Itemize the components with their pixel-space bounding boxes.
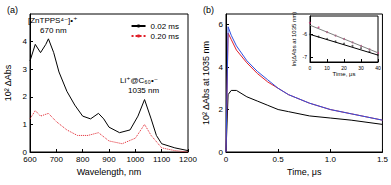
svg-text:-6: -6 xyxy=(303,31,308,37)
svg-text:1200: 1200 xyxy=(179,155,197,164)
svg-text:0: 0 xyxy=(22,147,27,157)
svg-text:0: 0 xyxy=(309,65,312,71)
svg-text:0.20 ms: 0.20 ms xyxy=(151,32,179,41)
svg-text:6: 6 xyxy=(219,20,224,29)
svg-text:20: 20 xyxy=(341,65,347,71)
svg-text:700: 700 xyxy=(50,155,64,164)
svg-text:Time, μs: Time, μs xyxy=(287,167,322,177)
svg-text:1035 nm: 1035 nm xyxy=(128,86,159,95)
svg-text:900: 900 xyxy=(102,155,116,164)
svg-text:Li⁺@C₆₀•⁻: Li⁺@C₆₀•⁻ xyxy=(120,76,158,85)
svg-text:(a): (a) xyxy=(7,5,18,15)
svg-text:40: 40 xyxy=(375,65,381,71)
svg-text:4: 4 xyxy=(23,37,28,46)
svg-text:1000: 1000 xyxy=(126,155,144,164)
svg-text:1.5: 1.5 xyxy=(377,155,389,164)
svg-text:2: 2 xyxy=(23,92,28,101)
svg-text:670 nm: 670 nm xyxy=(40,26,67,35)
svg-text:10² ΔAbs at 1035 nm: 10² ΔAbs at 1035 nm xyxy=(201,41,211,125)
svg-text:[ZnTPPS⁴⁻]•⁺: [ZnTPPS⁴⁻]•⁺ xyxy=(28,16,77,25)
svg-text:3: 3 xyxy=(23,65,28,74)
svg-text:2: 2 xyxy=(219,105,224,114)
svg-text:ln(ΔAbs at 1035 nm): ln(ΔAbs at 1035 nm) xyxy=(291,12,297,67)
svg-text:Wavelength, nm: Wavelength, nm xyxy=(77,167,142,177)
svg-text:600: 600 xyxy=(23,155,37,164)
svg-text:800: 800 xyxy=(76,155,90,164)
svg-text:30: 30 xyxy=(358,65,364,71)
svg-text:0.02 ms: 0.02 ms xyxy=(151,22,179,31)
svg-text:10² ΔAbs: 10² ΔAbs xyxy=(3,64,13,101)
svg-text:(b): (b) xyxy=(203,5,214,15)
svg-text:1: 1 xyxy=(23,120,28,129)
svg-text:1100: 1100 xyxy=(153,155,171,164)
svg-text:10: 10 xyxy=(324,65,330,71)
svg-text:0.5: 0.5 xyxy=(273,155,285,164)
svg-text:4: 4 xyxy=(219,63,224,72)
svg-text:Time, μs: Time, μs xyxy=(333,71,356,77)
svg-text:-7: -7 xyxy=(303,54,308,60)
svg-text:1.0: 1.0 xyxy=(325,155,337,164)
svg-text:0: 0 xyxy=(224,155,229,164)
svg-text:0: 0 xyxy=(218,147,223,157)
